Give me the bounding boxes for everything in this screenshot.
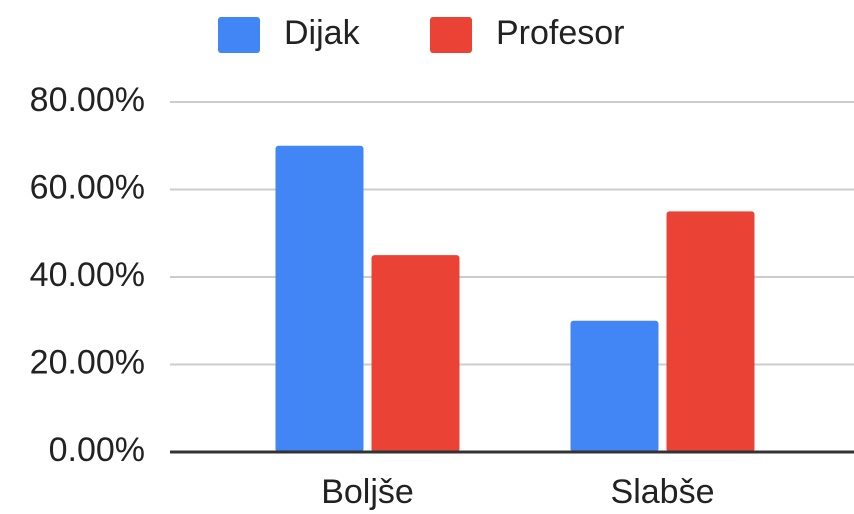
bar (666, 211, 755, 452)
y-tick-label: 60.00% (30, 168, 145, 206)
legend-swatch (218, 17, 260, 53)
x-tick-label: Slabše (611, 473, 715, 511)
legend-swatch (430, 17, 472, 53)
legend-label: Dijak (284, 14, 361, 52)
y-tick-label: 40.00% (30, 256, 145, 294)
y-tick-label: 20.00% (30, 343, 145, 381)
legend-label: Profesor (496, 14, 625, 52)
y-tick-label: 80.00% (30, 81, 145, 119)
bar (371, 255, 460, 452)
bar (275, 145, 364, 452)
bar (570, 320, 659, 452)
x-tick-label: Boljše (321, 473, 414, 511)
y-tick-label: 0.00% (49, 431, 145, 469)
